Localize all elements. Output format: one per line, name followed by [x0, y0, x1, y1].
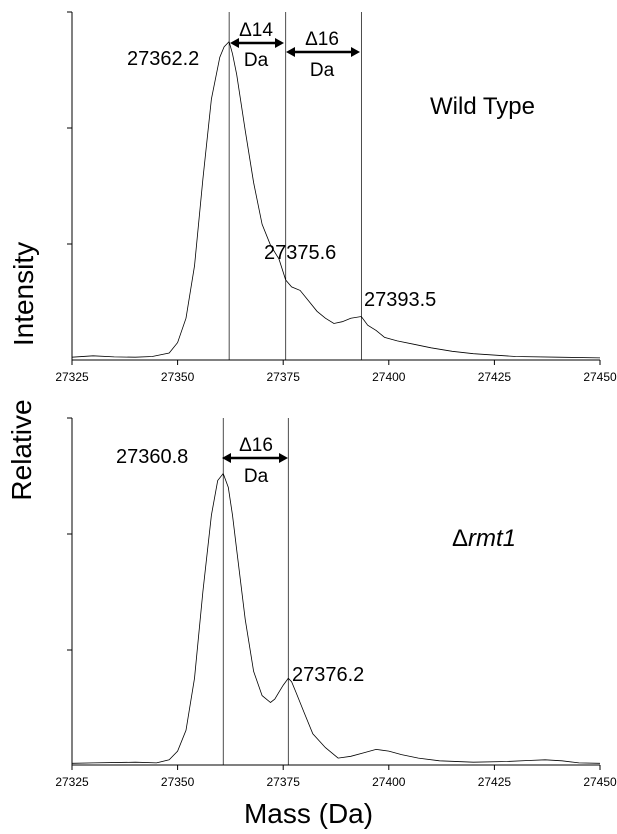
x-tick-label: 27350 — [161, 370, 195, 384]
y-axis-label-intensity: Intensity — [8, 241, 39, 347]
peak-label-2: 27375.6 — [264, 242, 336, 264]
spectrum-trace-wild-type — [71, 40, 601, 359]
delta16-unit: Da — [310, 60, 335, 81]
panel-label-wild-type: Wild Type — [430, 93, 535, 120]
delta14-label: Δ14 — [239, 20, 273, 41]
x-tick-label: 27450 — [583, 775, 617, 789]
delta14-arrowhead-right — [275, 38, 284, 48]
panel-label-gene: rmt1 — [468, 525, 516, 552]
peak-label-1: 27362.2 — [127, 48, 199, 70]
x-tick-label: 27325 — [55, 775, 89, 789]
delta16-arrowhead-left — [286, 47, 295, 57]
x-tick-label: 27375 — [267, 775, 301, 789]
rmt1-panel: 27325 27350 27375 27400 27425 27450 27360.8 2… — [55, 417, 617, 789]
x-tick-label: 27450 — [583, 370, 617, 384]
wild-type-panel: 27325 27350 27375 27400 27425 27450 27362.2 2… — [55, 11, 617, 384]
x-tick-label: 27350 — [161, 775, 195, 789]
delta16-arrowhead-right — [279, 453, 288, 463]
panel-label-delta: Δ — [452, 525, 468, 552]
x-ticks: 27325 27350 27375 27400 27425 27450 — [55, 360, 617, 384]
x-tick-label: 27325 — [55, 370, 89, 384]
delta16-arrowhead-left — [222, 453, 231, 463]
y-axis-label-relative: Relative — [6, 399, 37, 501]
peak-vlines — [228, 12, 362, 360]
panel-label-rmt1: Δrmt1 — [452, 525, 516, 552]
spectrum-trace-rmt1 — [71, 472, 601, 764]
peak-label-3: 27393.5 — [364, 289, 436, 311]
delta16-label: Δ16 — [239, 435, 273, 456]
peak-label-1: 27360.8 — [116, 446, 188, 468]
delta14-unit: Da — [244, 50, 269, 71]
x-tick-label: 27425 — [478, 775, 512, 789]
x-tick-label: 27375 — [267, 370, 301, 384]
x-tick-label: 27400 — [372, 370, 406, 384]
x-tick-label: 27425 — [478, 370, 512, 384]
x-tick-label: 27400 — [372, 775, 406, 789]
delta14-arrowhead-left — [230, 38, 239, 48]
peak-vlines — [222, 418, 289, 765]
peak-label-2: 27376.2 — [292, 664, 364, 686]
delta16-label: Δ16 — [305, 29, 339, 50]
x-ticks: 27325 27350 27375 27400 27425 27450 — [55, 765, 617, 789]
delta16-arrowhead-right — [351, 47, 360, 57]
x-axis-label: Mass (Da) — [243, 798, 374, 829]
delta16-unit: Da — [244, 466, 269, 487]
